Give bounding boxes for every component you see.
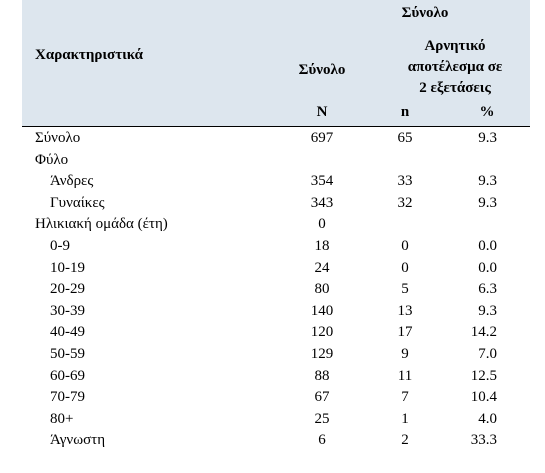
cell-percent: 4.0 bbox=[478, 410, 497, 427]
cell-total: 25 bbox=[314, 410, 330, 427]
cell-total: 6 bbox=[318, 432, 326, 449]
cell-negative: 32 bbox=[397, 194, 413, 211]
cell-percent: 7.0 bbox=[478, 346, 497, 362]
cell-total: 0 bbox=[318, 216, 326, 233]
cell-percent: 10.4 bbox=[470, 389, 497, 406]
characteristics-header: Χαρακτηριστικά bbox=[35, 47, 144, 63]
n-negative-header: n bbox=[400, 104, 410, 120]
cell-percent: 12.5 bbox=[470, 367, 497, 384]
cell-percent: 9.3 bbox=[478, 302, 497, 319]
cell-negative: 2 bbox=[401, 432, 409, 449]
row-label: Σύνολο bbox=[35, 130, 81, 146]
cell-negative: 1 bbox=[401, 410, 409, 427]
cell-total: 80 bbox=[314, 281, 330, 298]
row-label: Γυναίκες bbox=[50, 194, 105, 211]
cell-total: 24 bbox=[314, 259, 330, 276]
row-label: Άνδρες bbox=[50, 173, 94, 190]
cell-negative: 17 bbox=[397, 324, 413, 341]
cell-negative: 13 bbox=[397, 302, 413, 319]
row-label: Άγνωστη bbox=[50, 432, 106, 449]
percent-header: % bbox=[479, 104, 495, 120]
cell-total: 120 bbox=[310, 324, 334, 341]
cell-total: 343 bbox=[310, 194, 334, 211]
cell-percent: 0.0 bbox=[478, 259, 497, 276]
n-total-header: N bbox=[316, 104, 328, 120]
cell-total: 67 bbox=[314, 389, 330, 406]
row-label: 80+ bbox=[50, 410, 74, 427]
row-label: 60-69 bbox=[50, 367, 85, 384]
cell-percent: 9.3 bbox=[478, 130, 497, 146]
cell-total: 18 bbox=[314, 238, 330, 254]
total-header: Σύνολο bbox=[298, 62, 346, 78]
group-title: Σύνολο bbox=[401, 5, 449, 21]
cell-total: 88 bbox=[314, 367, 330, 384]
cell-total: 354 bbox=[310, 173, 334, 190]
header-rule bbox=[22, 126, 530, 127]
row-label: 10-19 bbox=[50, 259, 85, 276]
row-label: 0-9 bbox=[50, 238, 70, 254]
cell-total: 697 bbox=[310, 130, 334, 146]
cell-negative: 33 bbox=[397, 173, 413, 190]
cell-percent: 9.3 bbox=[478, 194, 497, 211]
cell-negative: 11 bbox=[397, 367, 413, 384]
negative-header-line: αποτέλεσμα σε bbox=[407, 59, 503, 75]
cell-percent: 0.0 bbox=[478, 238, 497, 254]
row-label: 30-39 bbox=[50, 302, 85, 319]
cell-negative: 65 bbox=[397, 130, 413, 146]
cell-percent: 6.3 bbox=[478, 281, 497, 298]
cell-negative: 5 bbox=[401, 281, 409, 298]
cell-percent: 9.3 bbox=[478, 173, 497, 190]
cell-percent: 33.3 bbox=[470, 432, 497, 449]
cell-percent: 14.2 bbox=[470, 324, 497, 341]
negative-header-line: 2 εξετάσεις bbox=[419, 80, 491, 96]
row-label: Φύλο bbox=[35, 151, 69, 168]
row-label: 70-79 bbox=[50, 389, 85, 406]
row-label: 20-29 bbox=[50, 281, 85, 298]
cell-total: 140 bbox=[310, 302, 334, 319]
cell-negative: 9 bbox=[401, 346, 409, 362]
cell-negative: 0 bbox=[401, 259, 409, 276]
row-label: Ηλικιακή ομάδα (έτη) bbox=[35, 216, 168, 233]
header-background bbox=[22, 0, 530, 126]
row-label: 40-49 bbox=[50, 324, 85, 341]
cell-negative: 0 bbox=[401, 238, 409, 254]
cell-total: 129 bbox=[310, 346, 334, 362]
negative-header-line: Αρνητικό bbox=[424, 38, 486, 54]
cell-negative: 7 bbox=[401, 389, 409, 406]
row-label: 50-59 bbox=[50, 346, 85, 362]
